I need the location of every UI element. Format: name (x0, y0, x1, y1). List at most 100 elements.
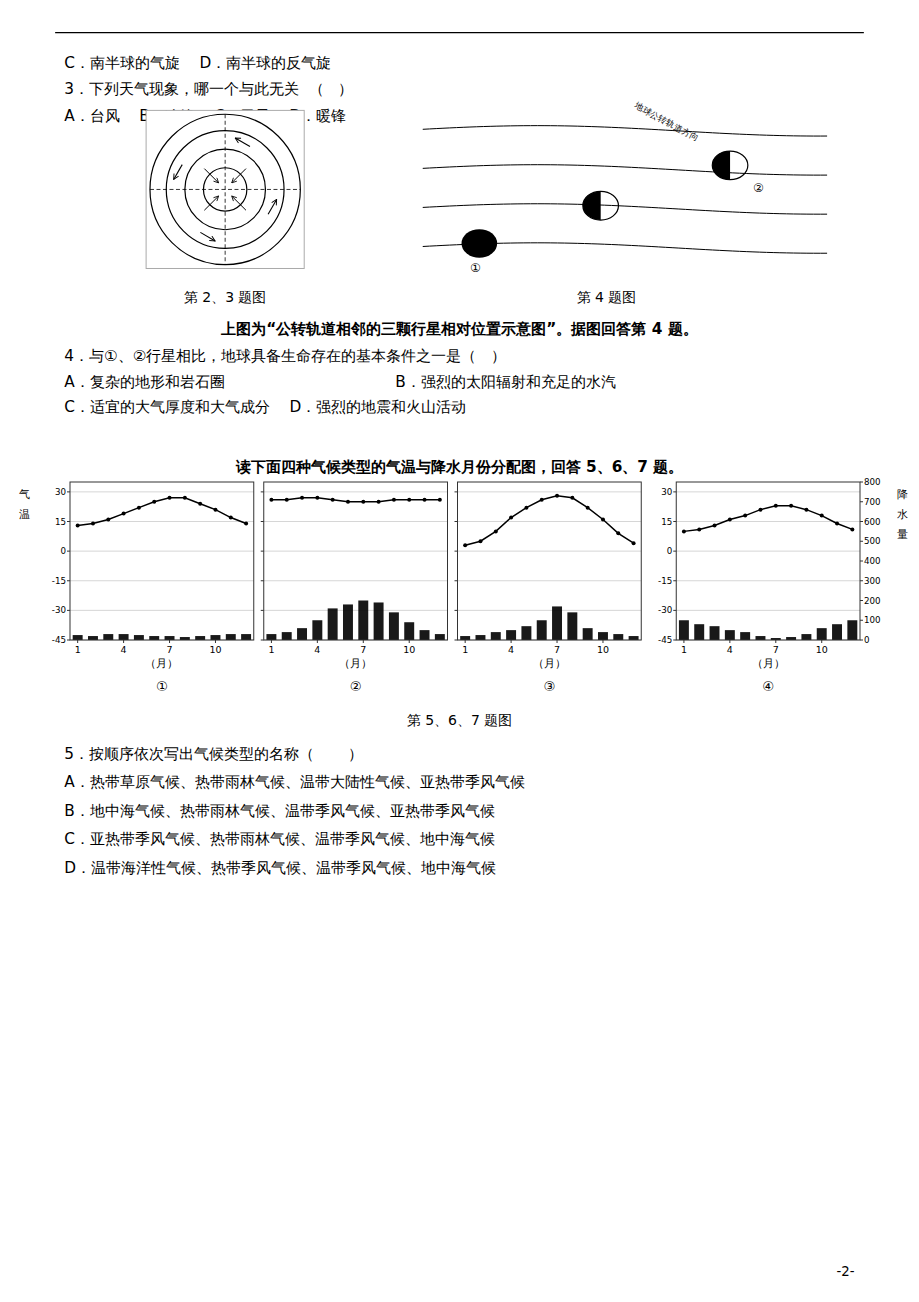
y-tick-label: 15 (661, 517, 672, 527)
inflow-arrow (232, 196, 246, 210)
precip-bar (88, 636, 98, 640)
y-tick (261, 491, 264, 492)
planet (462, 229, 498, 258)
diagram-border (146, 110, 304, 268)
precip-bar (404, 622, 414, 640)
y-tick (673, 551, 676, 552)
x-tick-label: 7 (554, 644, 560, 655)
y-tick (455, 580, 458, 581)
precip-bar (475, 635, 485, 640)
plot-frame (458, 482, 642, 640)
precip-bar (226, 634, 236, 640)
x-tick-label: 7 (773, 644, 779, 655)
precip-bar (312, 620, 322, 640)
y-tick (455, 640, 458, 641)
x-tick-label: 10 (403, 644, 415, 655)
temp-point (300, 496, 304, 500)
precip-bar (583, 628, 593, 640)
x-tick-label: 10 (597, 644, 609, 655)
x-tick-label: 1 (268, 644, 274, 655)
temp-point (269, 498, 273, 502)
plot-frame (264, 482, 448, 640)
precip-bar (119, 634, 129, 640)
y-tick (673, 580, 676, 581)
rotation-arrow (200, 232, 215, 241)
grid-line (264, 551, 448, 552)
grid-line (264, 491, 448, 492)
grid-line (676, 580, 860, 581)
grid-line (458, 521, 642, 522)
x-tick-label: 7 (360, 644, 366, 655)
x-tick (821, 640, 822, 643)
dashed-axis (150, 189, 300, 190)
y-tick (67, 640, 70, 641)
y-tick (673, 491, 676, 492)
precip-bar (420, 630, 430, 640)
grid-line (458, 491, 642, 492)
temp-point (758, 508, 762, 512)
precip-bar (613, 634, 623, 640)
grid-line (458, 610, 642, 611)
y-tick-label: 0 (667, 546, 673, 556)
rotation-arrow (235, 138, 250, 147)
y2-tick-label: 100 (864, 615, 881, 625)
precip-bar (73, 635, 83, 640)
planet-shade (583, 191, 601, 220)
grid-line (676, 551, 860, 552)
precip-bar (755, 636, 765, 640)
climate-chart: 14710（月）-45-30-1501530① (52, 482, 254, 694)
y-tick (261, 580, 264, 581)
temp-point (137, 506, 141, 510)
precip-bar (567, 612, 577, 640)
y-tick (67, 491, 70, 492)
y-axis-label-char: 气 (19, 488, 30, 501)
x-tick-label: 4 (121, 644, 127, 655)
y-tick (261, 521, 264, 522)
precip-bar (521, 626, 531, 640)
temp-point (198, 502, 202, 506)
y2-tick (860, 561, 863, 562)
data-group (460, 494, 638, 640)
x-tick (77, 640, 78, 643)
precip-bar (491, 632, 501, 640)
y-tick-label: -45 (658, 635, 672, 645)
x-tick (602, 640, 603, 643)
x-tick (511, 640, 512, 643)
temp-point (438, 498, 442, 502)
page-number: -2- (836, 1264, 854, 1279)
chart-label: ① (156, 679, 168, 694)
temp-point (524, 506, 528, 510)
y-tick-label: -15 (658, 576, 672, 586)
temp-point (774, 504, 778, 508)
precip-bar (817, 628, 827, 640)
climate-chart: 14710（月）② (261, 482, 448, 694)
planet-diagram: ①②地球公转轨道方向 (423, 100, 827, 275)
text-line: 第 5、6、7 题图 (407, 712, 513, 728)
temp-point (570, 496, 574, 500)
x-axis-label: （月） (533, 657, 566, 669)
temp-point (850, 527, 854, 531)
precip-bar (694, 624, 704, 640)
inflow-arrow (204, 169, 218, 183)
precip-bar (598, 632, 608, 640)
text-line: A．复杂的地形和岩石圈 (64, 373, 224, 391)
precip-bar (629, 636, 639, 640)
y2-tick (860, 501, 863, 502)
cyclone-diagram (146, 110, 304, 268)
precip-bar (389, 612, 399, 640)
precip-bar (801, 634, 811, 640)
plot-frame (676, 482, 860, 640)
x-axis-label: （月） (145, 657, 178, 669)
chart-label: ④ (762, 679, 774, 694)
temp-point (91, 521, 95, 525)
page: C．南半球的气旋 D．南半球的反气旋3．下列天气现象，哪一个与此无关 （ ）A．… (0, 0, 919, 1302)
temp-point (423, 498, 427, 502)
orbit-label: 地球公转轨道方向 (632, 100, 701, 143)
precip-bar (149, 636, 159, 640)
y2-tick (860, 521, 863, 522)
precip-bar (328, 608, 338, 640)
precip-bar (134, 635, 144, 640)
temp-point (789, 504, 793, 508)
climate-chart: 14710（月）-45-30-1501530010020030040050060… (658, 477, 881, 694)
x-tick (169, 640, 170, 643)
